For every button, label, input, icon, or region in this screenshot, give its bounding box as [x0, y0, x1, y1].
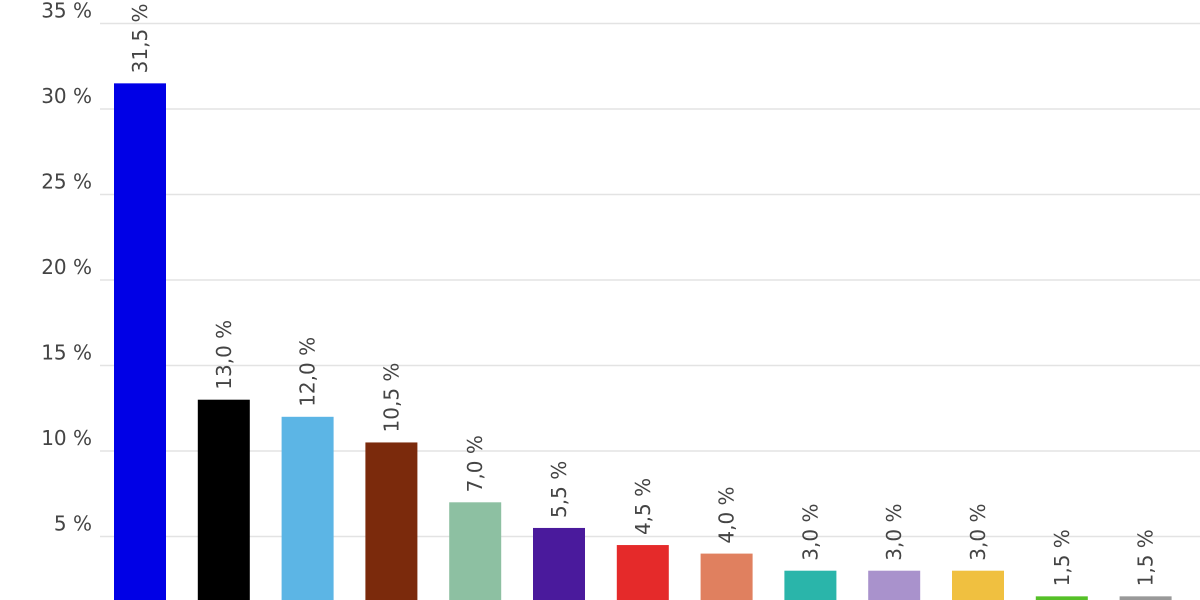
bar-11 [1035, 596, 1088, 600]
y-tick-label-2: 10 % [41, 426, 92, 450]
bar-2 [281, 416, 334, 600]
y-tick-label-5: 25 % [41, 170, 92, 194]
bar-1 [197, 399, 250, 600]
bar-value-label-0: 31,5 % [128, 3, 152, 73]
bar-value-label-7: 4,0 % [715, 486, 739, 543]
bar-7 [700, 553, 753, 600]
bar-value-label-6: 4,5 % [631, 478, 655, 535]
bar-value-label-3: 10,5 % [379, 363, 403, 433]
bar-value-label-2: 12,0 % [296, 337, 320, 407]
y-axis-tick-labels: 0 % 5 % 10 % 15 % 20 % 25 % 30 % 35 % [41, 0, 92, 600]
bar-value-label-1: 13,0 % [212, 320, 236, 390]
bar-10 [952, 570, 1004, 600]
y-tick-label-0: 0 % [54, 597, 92, 600]
bar-value-label-12: 1,5 % [1134, 529, 1158, 586]
y-tick-label-6: 30 % [41, 84, 92, 108]
bar-5 [533, 527, 585, 600]
bar-0 [114, 83, 166, 600]
bar-12 [1119, 596, 1172, 600]
y-tick-label-4: 20 % [41, 255, 92, 279]
bar-value-label-10: 3,0 % [966, 504, 990, 561]
bar-value-label-8: 3,0 % [798, 504, 822, 561]
data-labels: 31,5 % 13,0 % 12,0 % 10,5 % 7,0 % 5,5 % 4,5 % 4… [128, 3, 1158, 586]
bar-value-label-5: 5,5 % [547, 461, 571, 518]
bar-9 [868, 570, 921, 600]
bar-value-label-4: 7,0 % [463, 435, 487, 492]
y-tick-label-7: 35 % [41, 0, 92, 23]
bar-6 [616, 545, 669, 600]
bar-value-label-9: 3,0 % [882, 504, 906, 561]
y-tick-label-1: 5 % [54, 512, 92, 536]
bar-4 [449, 502, 502, 600]
y-tick-label-3: 15 % [41, 341, 92, 365]
bar-3 [365, 442, 418, 600]
bar-8 [784, 570, 837, 600]
bar-value-label-11: 1,5 % [1050, 529, 1074, 586]
bars [114, 83, 1172, 600]
